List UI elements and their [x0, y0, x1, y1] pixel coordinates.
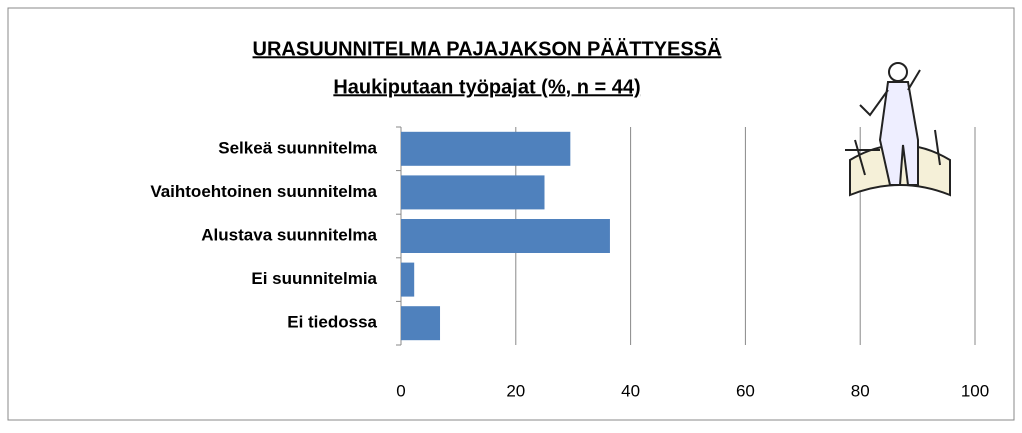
- chart-subtitle: Haukiputaan työpajat (%, n = 44): [333, 76, 640, 98]
- x-tick-label: 80: [851, 381, 870, 400]
- x-tick-label: 0: [396, 381, 405, 400]
- y-tick-label: Selkeä suunnitelma: [218, 138, 377, 157]
- plot-area: 0 20 40 60 80 100 Selkeä suunnitelma Vaihtoehto…: [150, 126, 989, 400]
- y-tick-label: Ei suunnitelmia: [251, 269, 377, 288]
- x-tick-label: 100: [961, 381, 989, 400]
- x-tick-label: 20: [506, 381, 525, 400]
- bar: [401, 175, 545, 210]
- x-tick-label: 40: [621, 381, 640, 400]
- y-tick-label: Alustava suunnitelma: [201, 225, 377, 244]
- clip-art: [845, 62, 951, 197]
- bar: [401, 262, 415, 297]
- chart-title: URASUUNNITELMA PAJAJAKSON PÄÄTTYESSÄ: [253, 37, 722, 60]
- y-tick-label: Ei tiedossa: [287, 313, 377, 332]
- chart-border: [7, 7, 1015, 421]
- y-tick-label: Vaihtoehtoinen suunnitelma: [150, 182, 377, 201]
- bar: [401, 219, 610, 253]
- bar: [401, 131, 571, 166]
- x-tick-label: 60: [736, 381, 755, 400]
- bar: [401, 306, 441, 341]
